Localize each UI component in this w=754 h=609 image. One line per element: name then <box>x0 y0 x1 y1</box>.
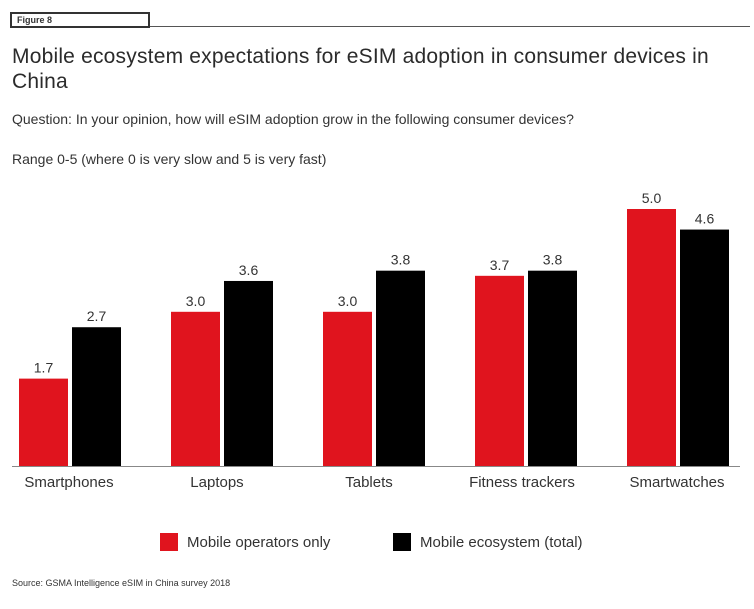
value-label-ecosystem-4: 4.6 <box>695 211 715 227</box>
legend-label-ecosystem: Mobile ecosystem (total) <box>420 533 583 551</box>
bar-ecosystem-4 <box>680 229 729 466</box>
legend-swatch-operators <box>160 533 178 551</box>
value-label-operators-1: 3.0 <box>186 293 206 309</box>
legend-label-operators: Mobile operators only <box>187 533 331 551</box>
bar-ecosystem-3 <box>528 270 577 466</box>
figure-label-box: Figure 8 <box>10 12 150 28</box>
value-label-ecosystem-2: 3.8 <box>391 252 411 268</box>
legend-swatch-ecosystem <box>393 533 411 551</box>
value-label-operators-3: 3.7 <box>490 257 510 273</box>
legend-item-ecosystem: Mobile ecosystem (total) <box>393 533 583 551</box>
category-label-2: Tablets <box>345 474 393 491</box>
header-rule <box>150 26 750 27</box>
range-note: Range 0-5 (where 0 is very slow and 5 is… <box>12 151 327 167</box>
chart-question: Question: In your opinion, how will eSIM… <box>12 111 574 127</box>
bar-operators-0 <box>19 378 68 466</box>
figure-label: Figure 8 <box>17 15 53 25</box>
value-label-operators-0: 1.7 <box>34 360 54 376</box>
bar-ecosystem-0 <box>72 327 121 466</box>
category-label-4: Smartwatches <box>629 474 724 491</box>
bar-ecosystem-1 <box>224 280 273 466</box>
legend-item-operators: Mobile operators only <box>160 533 330 551</box>
value-label-operators-4: 5.0 <box>642 190 662 206</box>
value-label-operators-2: 3.0 <box>338 293 358 309</box>
bar-operators-4 <box>627 209 676 466</box>
bar-operators-1 <box>171 311 220 466</box>
bar-ecosystem-2 <box>376 270 425 466</box>
category-label-3: Fitness trackers <box>469 474 575 491</box>
category-label-0: Smartphones <box>24 474 113 491</box>
value-label-ecosystem-1: 3.6 <box>239 262 259 278</box>
category-label-1: Laptops <box>190 474 243 491</box>
bar-operators-2 <box>323 311 372 466</box>
value-label-ecosystem-0: 2.7 <box>87 308 107 324</box>
chart-title: Mobile ecosystem expectations for eSIM a… <box>12 45 709 93</box>
value-label-ecosystem-3: 3.8 <box>543 252 563 268</box>
figure-header: Figure 8 <box>10 12 750 32</box>
bar-operators-3 <box>475 275 524 466</box>
source-note: Source: GSMA Intelligence eSIM in China … <box>12 578 231 588</box>
